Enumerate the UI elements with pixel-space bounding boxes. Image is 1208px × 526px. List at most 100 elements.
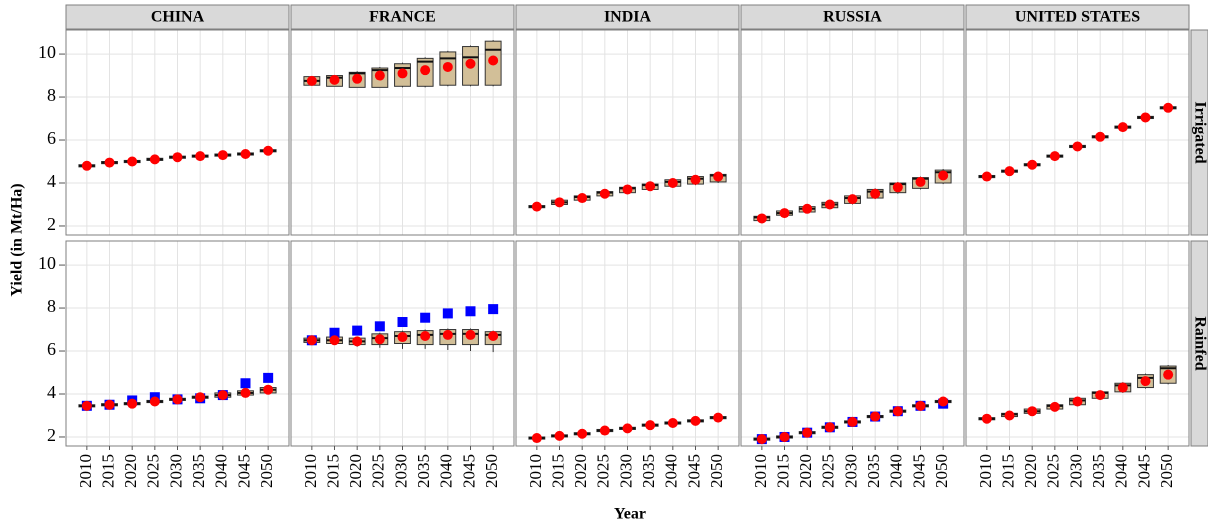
x-tick-label: 2040 [1112,454,1131,488]
x-tick-label: 2010 [76,454,95,488]
mean-point [690,415,701,426]
strip-label: CHINA [151,9,205,26]
mean-point [531,433,542,444]
alt-point [352,325,363,336]
mean-point [1027,406,1038,417]
mean-point [352,336,363,347]
mean-point [870,188,881,199]
x-tick-label: 2030 [166,454,185,488]
strip-label: Irrigated [1191,101,1208,163]
x-tick-label: 2035 [414,454,433,488]
mean-point [1004,410,1015,421]
mean-point [1163,369,1174,380]
mean-point [240,387,251,398]
mean-point [306,335,317,346]
mean-point [779,208,790,219]
mean-point [667,418,678,429]
strip [65,4,290,30]
mean-point [1140,376,1151,387]
mean-point [329,335,340,346]
y-tick-label: 8 [47,296,56,316]
alt-point [488,304,499,315]
mean-point [374,334,385,345]
mean-point [465,58,476,69]
mean-point [217,150,228,161]
x-tick-label: 2015 [323,454,342,488]
alt-point [374,321,385,332]
mean-point [240,148,251,159]
x-tick-label: 2040 [887,454,906,488]
mean-point [1095,390,1106,401]
mean-point [802,427,813,438]
mean-point [397,68,408,79]
mean-point [104,399,115,410]
mean-point [981,413,992,424]
strip [740,4,965,30]
panel-border [740,29,965,236]
mean-point [802,203,813,214]
mean-point [1072,141,1083,152]
mean-point [667,177,678,188]
x-tick-label: 2035 [1089,454,1108,488]
x-tick-label: 2010 [751,454,770,488]
y-tick-label: 8 [47,85,56,105]
x-tick-label: 2025 [144,454,163,488]
mean-point [824,199,835,210]
mean-point [1095,131,1106,142]
strip [1190,29,1208,236]
mean-point [713,412,724,423]
x-tick-label: 2035 [639,454,658,488]
x-tick-label: 2030 [841,454,860,488]
y-tick-label: 10 [38,42,56,62]
x-tick-label: 2045 [234,454,253,488]
mean-point [263,145,274,156]
alt-point [420,312,431,323]
mean-point [847,194,858,205]
x-tick-label: 2050 [932,454,951,488]
mean-point [172,394,183,405]
mean-point [599,188,610,199]
mean-point [149,396,160,407]
alt-point [442,308,453,319]
mean-point [756,434,767,445]
mean-point [149,154,160,165]
x-tick-label: 2010 [526,454,545,488]
alt-point [397,317,408,328]
x-tick-label: 2030 [1066,454,1085,488]
mean-point [195,392,206,403]
x-tick-label: 2035 [189,454,208,488]
mean-point [172,152,183,163]
x-tick-label: 2020 [796,454,815,488]
mean-point [442,61,453,72]
mean-point [981,171,992,182]
mean-point [1049,151,1060,162]
x-tick-label: 2045 [909,454,928,488]
mean-point [127,156,138,167]
mean-point [599,425,610,436]
x-tick-label: 2020 [1021,454,1040,488]
mean-point [374,70,385,81]
x-tick-label: 2025 [1044,454,1063,488]
x-tick-label: 2050 [257,454,276,488]
mean-point [81,160,92,171]
panel-border [965,29,1190,236]
x-tick-label: 2045 [459,454,478,488]
x-tick-label: 2045 [684,454,703,488]
y-axis-title: Yield (in Mt/Ha) [9,183,26,296]
y-tick-label: 4 [47,382,56,402]
mean-point [645,420,656,431]
x-tick-label: 2015 [998,454,1017,488]
mean-point [892,406,903,417]
x-tick-label: 2010 [301,454,320,488]
mean-point [104,157,115,168]
x-tick-label: 2050 [1157,454,1176,488]
x-tick-label: 2040 [662,454,681,488]
mean-point [577,428,588,439]
x-tick-label: 2020 [121,454,140,488]
mean-point [1117,122,1128,133]
x-tick-label: 2020 [346,454,365,488]
x-tick-label: 2010 [976,454,995,488]
strip-label: UNITED STATES [1015,9,1140,26]
mean-point [779,431,790,442]
